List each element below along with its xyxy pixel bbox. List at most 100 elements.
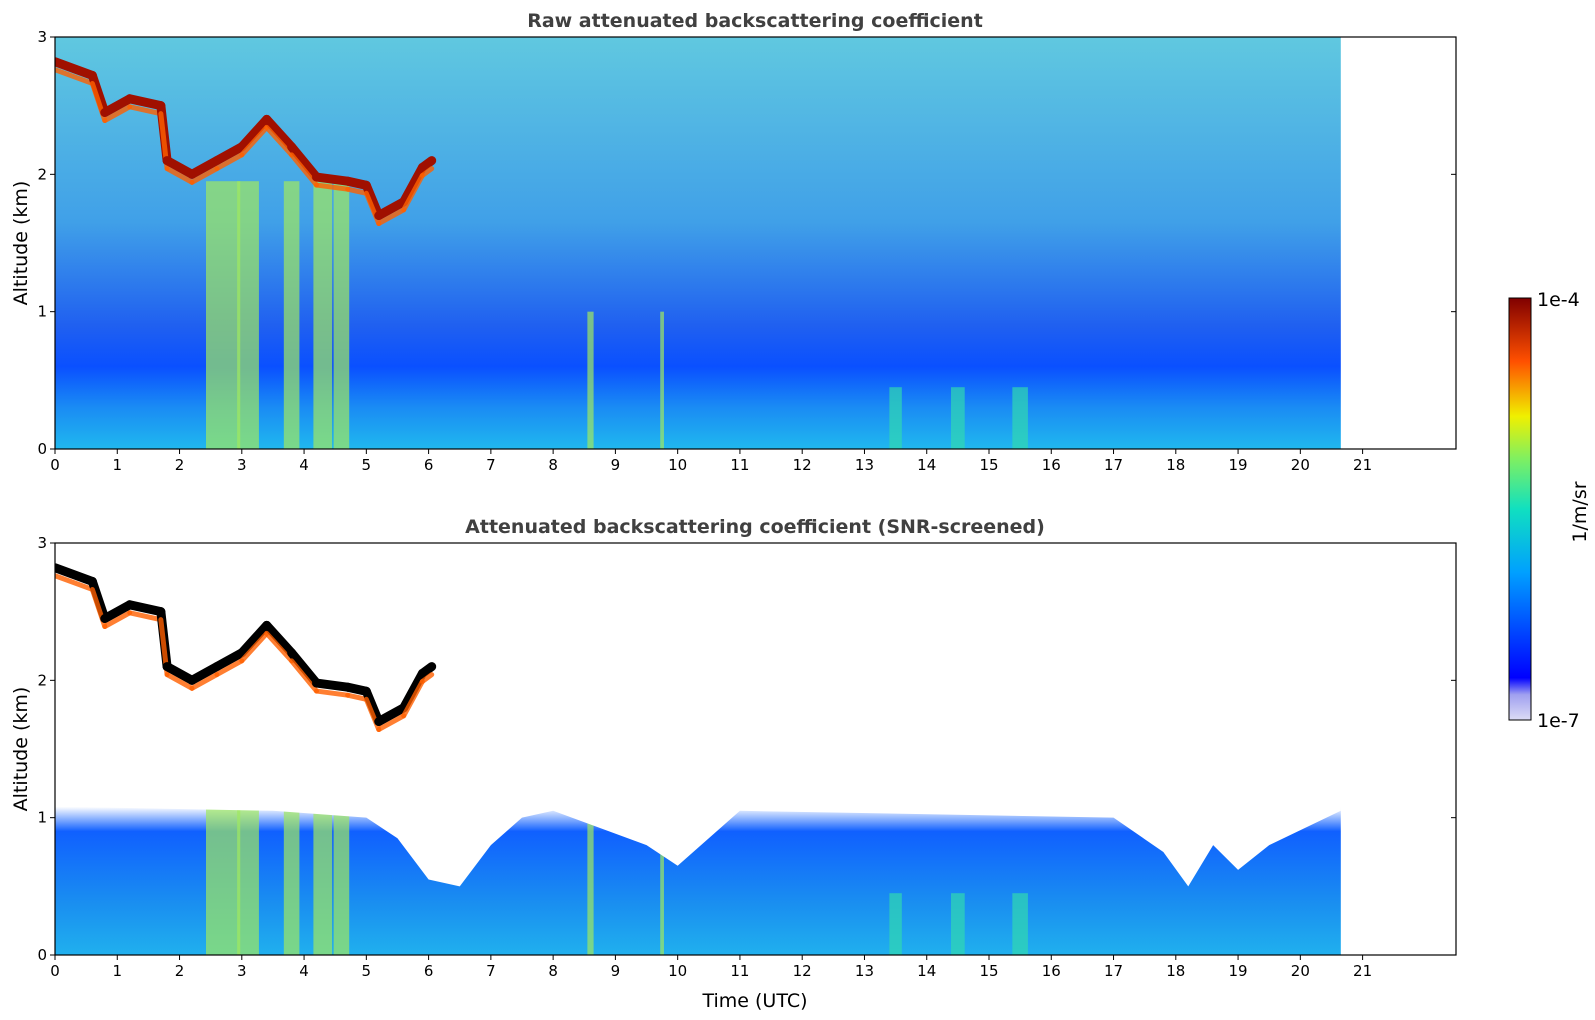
cloud-edge: [102, 104, 133, 124]
aerosol-streak: [889, 387, 902, 449]
y-tick-label: 2: [37, 165, 47, 183]
colorbar-unit-label: 1/m/sr: [1569, 481, 1591, 542]
x-tick-label: 7: [486, 456, 496, 474]
aerosol-streak: [283, 181, 300, 449]
cloud-segment: [100, 94, 135, 118]
aerosol-streak: [951, 387, 965, 449]
y-axis-ticks: 0 1 2 3: [37, 534, 1456, 964]
cloud-edge: [55, 573, 95, 592]
cloud-segment: [87, 70, 110, 118]
chart-title: Raw attenuated backscattering coefficien…: [527, 10, 983, 32]
x-tick-label: 14: [917, 456, 936, 474]
cloud-edge: [419, 166, 435, 178]
cloud-edge: [264, 630, 295, 664]
x-tick-label: 0: [50, 456, 60, 474]
y-tick-label: 0: [37, 946, 47, 964]
aerosol-streak: [587, 311, 594, 449]
cloud-segment: [187, 156, 222, 179]
x-tick-label: 10: [668, 962, 687, 980]
cloud-segment: [237, 114, 272, 152]
aerosol-streak: [237, 181, 259, 449]
x-tick-label: 8: [548, 456, 558, 474]
x-tick-label: 18: [1166, 456, 1185, 474]
cloud-segment: [399, 668, 427, 713]
cloud-segment: [125, 94, 166, 111]
x-tick-label: 6: [424, 962, 434, 980]
x-tick-label: 7: [486, 962, 496, 980]
snr-screened-panel: Attenuated backscattering coefficient (S…: [10, 516, 1457, 1012]
x-tick-label: 2: [175, 456, 185, 474]
aerosol-streak: [587, 817, 594, 955]
cloud-segment: [212, 142, 247, 166]
x-tick-label: 11: [730, 962, 749, 980]
x-axis-ticks: 0 1 2 3 4 5 6 7 8 9 10 11 12 13 14 15 16 17 18 19 20 21: [50, 955, 1372, 980]
aerosol-streak: [660, 817, 664, 955]
cloud-edge: [376, 713, 407, 733]
x-tick-label: 19: [1229, 456, 1248, 474]
cloud-segment: [162, 662, 197, 685]
snr-mask: [55, 543, 1341, 887]
backscatter-field: [55, 37, 1341, 449]
heatmap-area: [55, 543, 1341, 955]
x-tick-label: 15: [979, 456, 998, 474]
cloud-segment: [125, 600, 166, 617]
colorbar-max-label: 1e-4: [1537, 289, 1580, 311]
axes-frame: [54, 542, 1457, 956]
x-tick-label: 4: [299, 962, 309, 980]
cloud-edge: [189, 166, 220, 185]
x-tick-label: 3: [237, 962, 247, 980]
cloud-edge: [127, 610, 164, 623]
cloud-segment: [187, 662, 222, 685]
aerosol-streak: [889, 893, 902, 955]
cloud-segment: [162, 156, 197, 179]
x-tick-label: 21: [1353, 962, 1372, 980]
cloud-segment: [374, 703, 409, 727]
cloud-segment: [417, 662, 437, 678]
x-tick-label: 0: [50, 962, 60, 980]
aerosol-streak: [951, 893, 965, 955]
cloud-segment: [287, 142, 322, 182]
x-tick-label: 1: [112, 962, 122, 980]
y-tick-label: 3: [37, 28, 47, 46]
cloud-edge: [214, 658, 245, 678]
cloud-segment: [262, 114, 297, 152]
y-axis-label: Altitude (km): [10, 181, 32, 306]
x-tick-label: 11: [730, 456, 749, 474]
x-tick-label: 16: [1042, 962, 1061, 980]
colorbar: 1e-4 1e-7 1/m/sr: [1508, 289, 1591, 732]
cloud-edge: [239, 124, 270, 158]
cloud-segment: [55, 563, 97, 586]
x-tick-label: 13: [855, 456, 874, 474]
x-tick-label: 4: [299, 456, 309, 474]
cloud-segment: [87, 576, 110, 624]
x-tick-label: 12: [793, 962, 812, 980]
x-tick-label: 15: [979, 962, 998, 980]
x-axis-label: Time (UTC): [701, 990, 807, 1012]
cloud-segment: [100, 600, 135, 624]
colorbar-gradient: [1508, 297, 1532, 721]
cloud-edge: [164, 672, 195, 691]
x-tick-label: 19: [1229, 962, 1248, 980]
x-tick-label: 21: [1353, 456, 1372, 474]
aerosol-streak: [205, 181, 241, 449]
x-tick-label: 16: [1042, 456, 1061, 474]
x-tick-label: 8: [548, 962, 558, 980]
cloud-segment: [361, 180, 384, 221]
cloud-segment: [55, 57, 97, 80]
y-tick-label: 2: [37, 671, 47, 689]
x-tick-label: 20: [1291, 962, 1310, 980]
aerosol-streak: [660, 311, 664, 449]
cloud-segment: [312, 172, 353, 186]
colorbar-min-label: 1e-7: [1537, 710, 1580, 732]
x-tick-label: 3: [237, 456, 247, 474]
cloud-segment: [287, 648, 322, 688]
x-tick-label: 6: [424, 456, 434, 474]
chart-title: Attenuated backscattering coefficient (S…: [465, 516, 1045, 538]
cloud-segment: [237, 620, 272, 658]
heatmap-area: [55, 37, 1341, 449]
cloud-segment: [417, 156, 437, 172]
x-tick-label: 1: [112, 456, 122, 474]
aerosol-streak: [1012, 893, 1028, 955]
y-tick-label: 3: [37, 534, 47, 552]
